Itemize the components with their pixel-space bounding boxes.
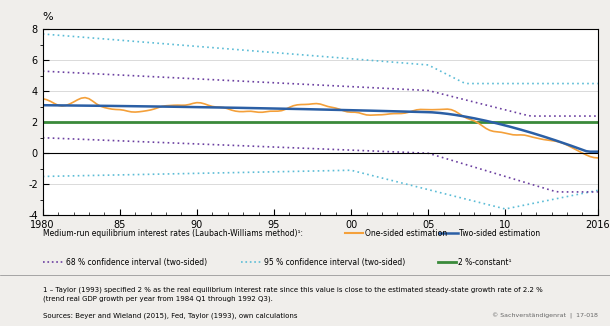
Text: One-sided estimation: One-sided estimation xyxy=(365,229,447,238)
Text: 2 %-constant¹: 2 %-constant¹ xyxy=(458,258,512,267)
Text: Two-sided estimation: Two-sided estimation xyxy=(459,229,540,238)
Text: 1 – Taylor (1993) specified 2 % as the real equilibrium interest rate since this: 1 – Taylor (1993) specified 2 % as the r… xyxy=(43,287,542,302)
Text: 95 % confidence interval (two-sided): 95 % confidence interval (two-sided) xyxy=(264,258,406,267)
Text: 68 % confidence interval (two-sided): 68 % confidence interval (two-sided) xyxy=(66,258,207,267)
Text: %: % xyxy=(43,12,53,22)
Text: © Sachverständigenrat  |  17-018: © Sachverständigenrat | 17-018 xyxy=(492,313,598,319)
Text: Sources: Beyer and Wieland (2015), Fed, Taylor (1993), own calculations: Sources: Beyer and Wieland (2015), Fed, … xyxy=(43,313,297,319)
Text: Medium-run equilibrium interest rates (Laubach-Williams method)¹:: Medium-run equilibrium interest rates (L… xyxy=(43,229,303,238)
